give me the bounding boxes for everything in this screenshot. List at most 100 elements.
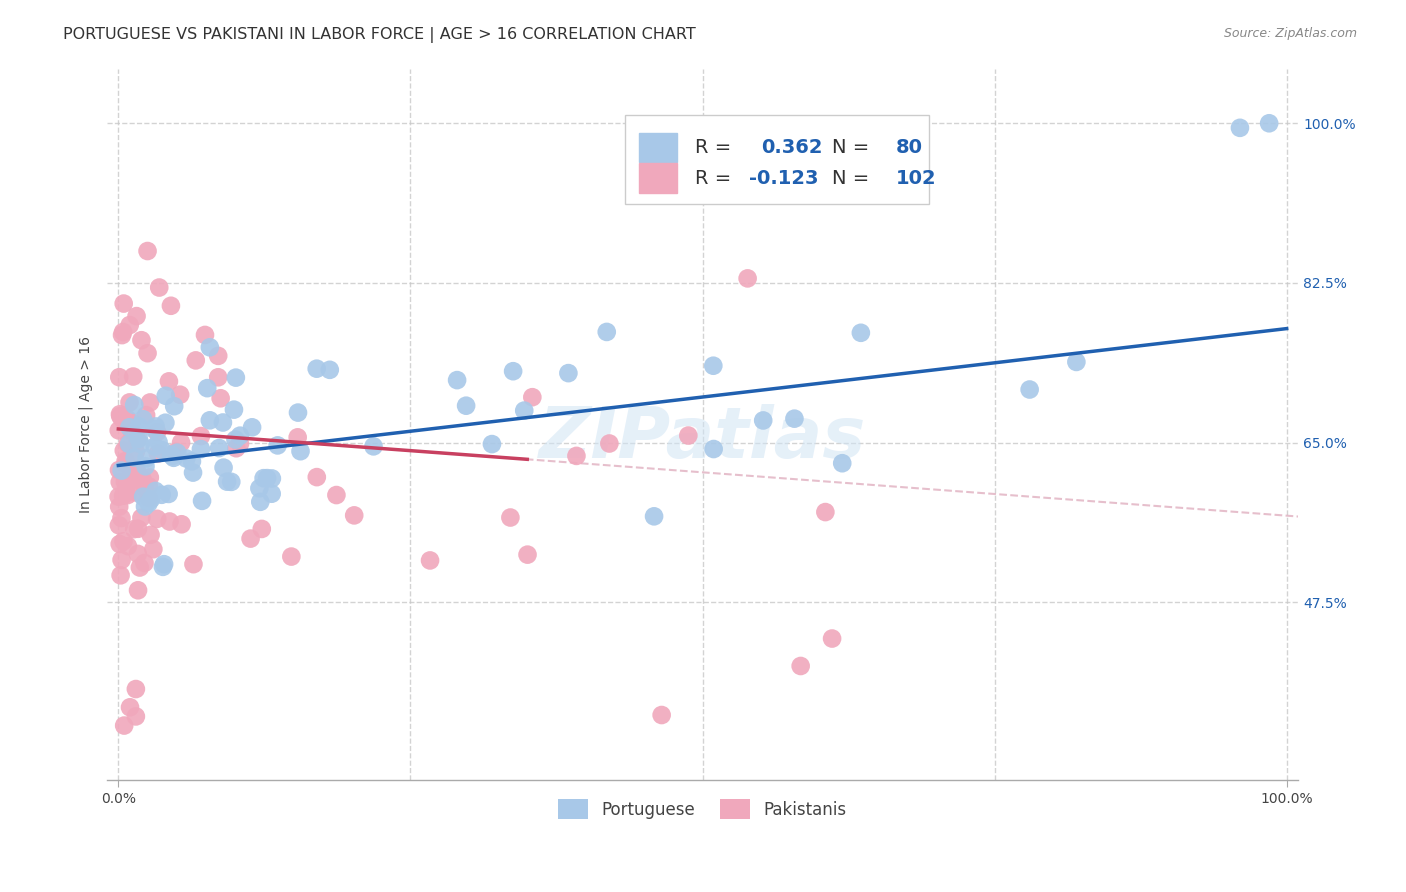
Point	[112, 489, 135, 503]
Y-axis label: In Labor Force | Age > 16: In Labor Force | Age > 16	[79, 336, 93, 513]
Point	[136, 346, 159, 360]
Point	[165, 445, 187, 459]
Point	[240, 420, 263, 434]
Point	[115, 457, 138, 471]
Point	[198, 340, 221, 354]
Point	[325, 488, 347, 502]
Point	[166, 445, 188, 459]
Point	[125, 485, 148, 500]
Point	[157, 375, 180, 389]
Point	[127, 583, 149, 598]
Point	[678, 428, 700, 442]
Point	[131, 333, 153, 347]
Point	[108, 500, 131, 514]
Point	[110, 464, 132, 478]
Point	[150, 443, 173, 458]
Point	[111, 328, 134, 343]
Point	[256, 471, 278, 485]
Point	[783, 411, 806, 425]
Text: N =: N =	[832, 169, 876, 187]
Point	[643, 509, 665, 524]
Point	[112, 718, 135, 732]
Point	[155, 416, 177, 430]
Point	[142, 422, 165, 436]
Point	[419, 553, 441, 567]
Point	[128, 432, 150, 446]
Point	[181, 466, 204, 480]
Point	[155, 389, 177, 403]
Point	[122, 369, 145, 384]
Point	[522, 390, 544, 404]
Point	[117, 539, 139, 553]
Point	[110, 553, 132, 567]
Point	[127, 547, 149, 561]
Point	[112, 325, 135, 339]
Point	[557, 366, 579, 380]
Text: Source: ZipAtlas.com: Source: ZipAtlas.com	[1223, 27, 1357, 40]
Point	[135, 408, 157, 422]
Point	[343, 508, 366, 523]
Legend: Portuguese, Pakistanis: Portuguese, Pakistanis	[551, 793, 853, 825]
Point	[190, 429, 212, 443]
Point	[651, 708, 673, 723]
Point	[456, 399, 478, 413]
Point	[194, 328, 217, 343]
Point	[125, 309, 148, 323]
Point	[122, 398, 145, 412]
Point	[129, 437, 152, 451]
Point	[139, 470, 162, 484]
Point	[118, 318, 141, 332]
Point	[280, 549, 302, 564]
Text: ZIPatlas: ZIPatlas	[538, 404, 866, 473]
Text: 102: 102	[896, 169, 936, 187]
Text: N =: N =	[832, 138, 876, 157]
Point	[170, 435, 193, 450]
Point	[249, 495, 271, 509]
Point	[703, 442, 725, 456]
Point	[108, 475, 131, 489]
Point	[596, 325, 619, 339]
Point	[250, 522, 273, 536]
Point	[117, 488, 139, 502]
Point	[217, 475, 239, 489]
Point	[127, 522, 149, 536]
Point	[120, 461, 142, 475]
Point	[134, 500, 156, 514]
Point	[181, 454, 204, 468]
Point	[499, 510, 522, 524]
Point	[117, 436, 139, 450]
Point	[1258, 116, 1281, 130]
Point	[752, 413, 775, 427]
Point	[208, 441, 231, 455]
Point	[219, 475, 242, 489]
Point	[146, 512, 169, 526]
Point	[229, 437, 252, 451]
Text: 0.362: 0.362	[761, 138, 823, 157]
Point	[225, 442, 247, 456]
Point	[150, 488, 173, 502]
Text: PORTUGUESE VS PAKISTANI IN LABOR FORCE | AGE > 16 CORRELATION CHART: PORTUGUESE VS PAKISTANI IN LABOR FORCE |…	[63, 27, 696, 43]
Point	[229, 428, 252, 442]
Point	[207, 370, 229, 384]
Point	[131, 510, 153, 524]
Point	[128, 560, 150, 574]
Point	[110, 511, 132, 525]
Point	[134, 556, 156, 570]
Point	[305, 470, 328, 484]
Text: R =: R =	[696, 138, 738, 157]
Point	[112, 296, 135, 310]
Point	[789, 659, 811, 673]
Point	[127, 433, 149, 447]
Point	[502, 364, 524, 378]
Point	[198, 413, 221, 427]
Point	[159, 515, 181, 529]
Point	[125, 709, 148, 723]
Point	[107, 424, 129, 438]
Point	[252, 471, 274, 485]
Point	[108, 463, 131, 477]
Point	[138, 496, 160, 510]
Point	[132, 475, 155, 490]
Point	[122, 522, 145, 536]
Point	[114, 475, 136, 489]
Point	[107, 490, 129, 504]
